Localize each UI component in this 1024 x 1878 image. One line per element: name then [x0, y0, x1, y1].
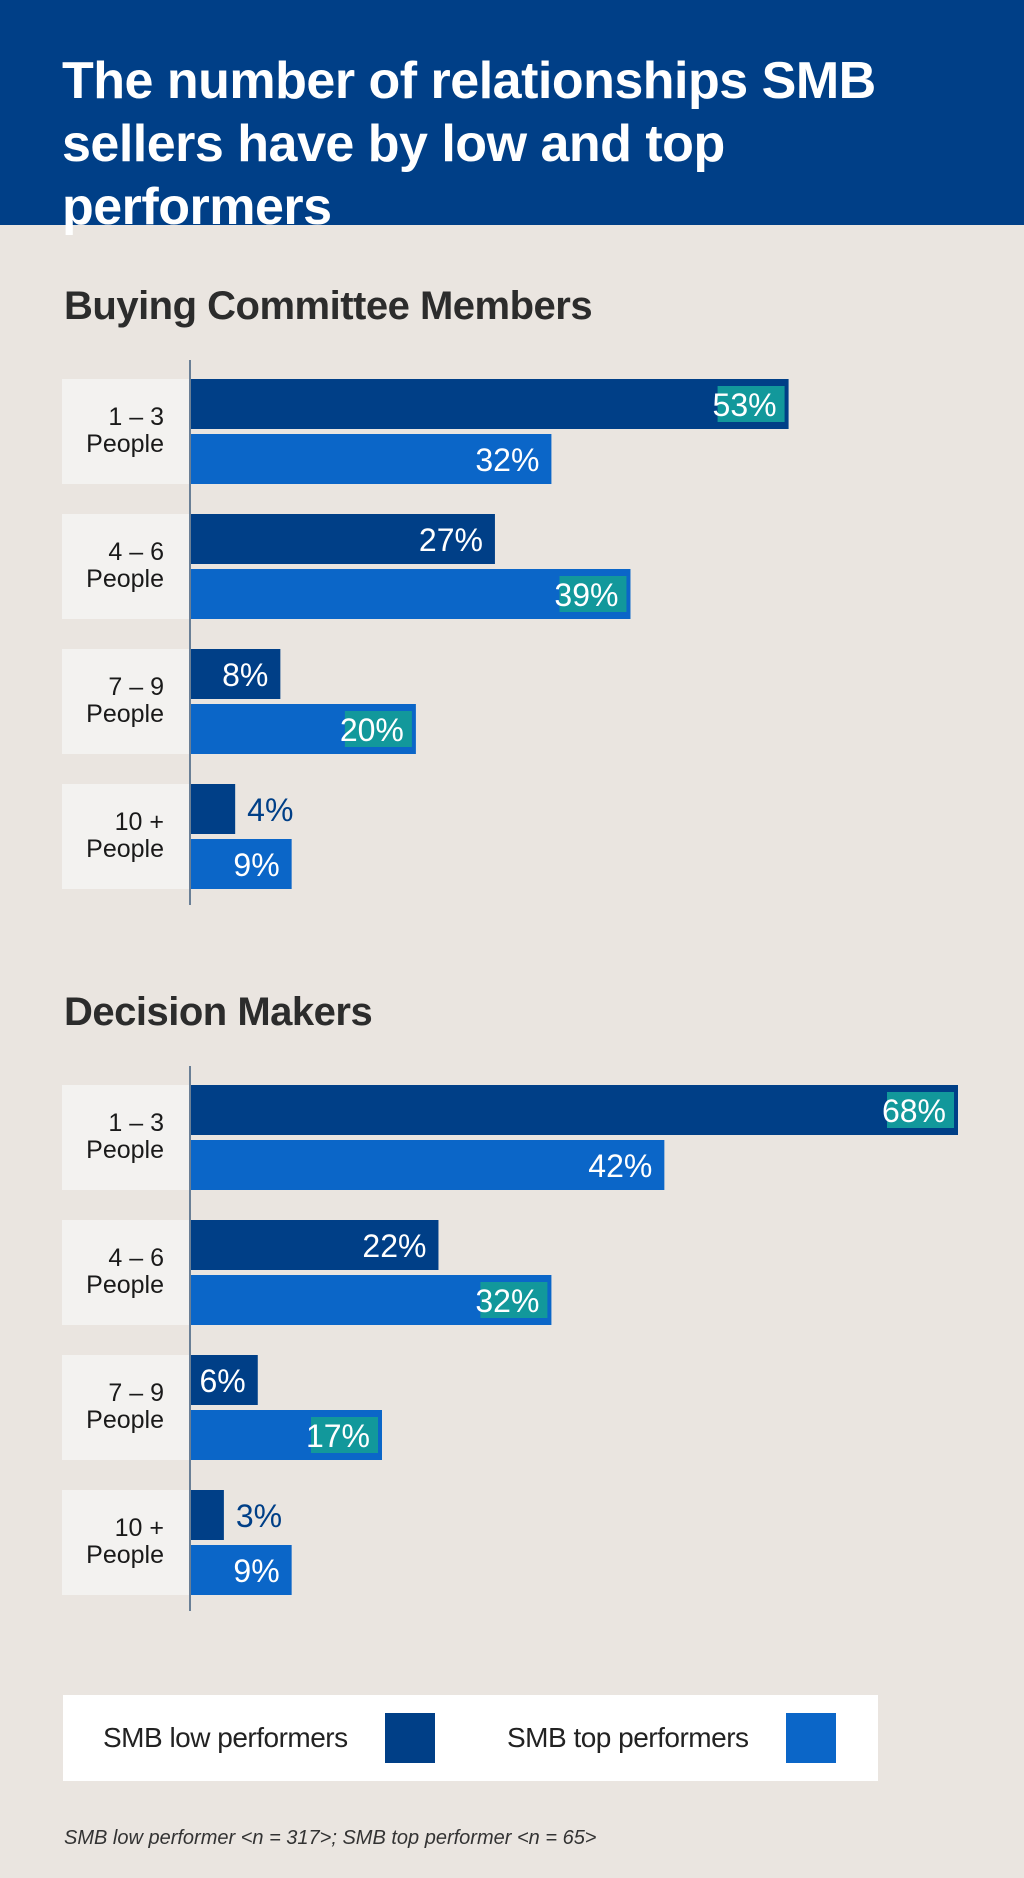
category-cell — [62, 1355, 190, 1460]
value-label-highlight — [887, 1092, 954, 1128]
category-cell — [62, 514, 190, 619]
footnote: SMB low performer <n = 317>; SMB top per… — [64, 1827, 597, 1849]
bar — [190, 1545, 292, 1595]
bar — [190, 514, 495, 564]
bar — [190, 1490, 224, 1540]
category-label: 10 + — [115, 808, 164, 836]
legend-label-low: SMB low performers — [103, 1722, 348, 1753]
category-label: People — [86, 1136, 164, 1164]
value-label-highlight — [344, 711, 412, 747]
bar — [190, 1085, 958, 1135]
value-label-highlight — [559, 576, 627, 612]
category-label: 7 – 9 — [108, 1379, 164, 1407]
bar — [190, 434, 552, 484]
category-cell — [62, 649, 190, 754]
value-label: 6% — [200, 1363, 246, 1399]
value-label: 9% — [233, 847, 279, 883]
bar — [190, 649, 281, 699]
value-label: 22% — [362, 1228, 426, 1264]
legend-swatch-top — [786, 1713, 836, 1763]
category-label: People — [86, 1541, 164, 1569]
value-label: 17% — [306, 1418, 370, 1454]
legend-label-top: SMB top performers — [507, 1722, 749, 1753]
chart-title-buying-committee: Buying Committee Members — [64, 284, 593, 328]
value-label-highlight — [480, 1282, 548, 1318]
category-cell — [62, 1085, 190, 1190]
category-label: 7 – 9 — [108, 673, 164, 701]
value-label-highlight — [717, 386, 785, 422]
bar — [190, 784, 236, 834]
category-label: 1 – 3 — [108, 403, 164, 431]
category-label: People — [86, 835, 164, 863]
value-label: 39% — [554, 577, 618, 613]
category-cell — [62, 379, 190, 484]
category-label: People — [86, 565, 164, 593]
value-label: 4% — [247, 792, 293, 828]
category-label: 4 – 6 — [108, 1244, 164, 1272]
bar — [190, 1355, 258, 1405]
value-label: 8% — [222, 657, 268, 693]
chart-title-decision-makers: Decision Makers — [64, 990, 373, 1034]
value-label: 42% — [588, 1148, 652, 1184]
value-label-highlight — [311, 1417, 378, 1453]
bar — [190, 1140, 665, 1190]
value-label: 32% — [475, 442, 539, 478]
value-label: 9% — [233, 1553, 279, 1589]
category-label: People — [86, 430, 164, 458]
value-label: 27% — [419, 522, 483, 558]
category-cell — [62, 1490, 190, 1595]
bar — [190, 569, 631, 619]
value-label: 20% — [340, 712, 404, 748]
category-cell — [62, 1220, 190, 1325]
value-label: 68% — [882, 1093, 946, 1129]
bar — [190, 1220, 439, 1270]
value-label: 32% — [475, 1283, 539, 1319]
bar — [190, 839, 292, 889]
legend-swatch-low — [385, 1713, 435, 1763]
legend: SMB low performers SMB top performers — [63, 1695, 878, 1781]
bar — [190, 379, 789, 429]
category-label: People — [86, 700, 164, 728]
value-label: 53% — [713, 387, 777, 423]
header-banner: The number of relationships SMB sellers … — [0, 0, 1024, 236]
value-label: 3% — [236, 1498, 282, 1534]
category-label: 1 – 3 — [108, 1109, 164, 1137]
category-cell — [62, 784, 190, 889]
category-label: People — [86, 1406, 164, 1434]
page-title: The number of relationships SMB sellers … — [62, 52, 876, 236]
category-label: People — [86, 1271, 164, 1299]
category-label: 10 + — [115, 1514, 164, 1542]
category-label: 4 – 6 — [108, 538, 164, 566]
